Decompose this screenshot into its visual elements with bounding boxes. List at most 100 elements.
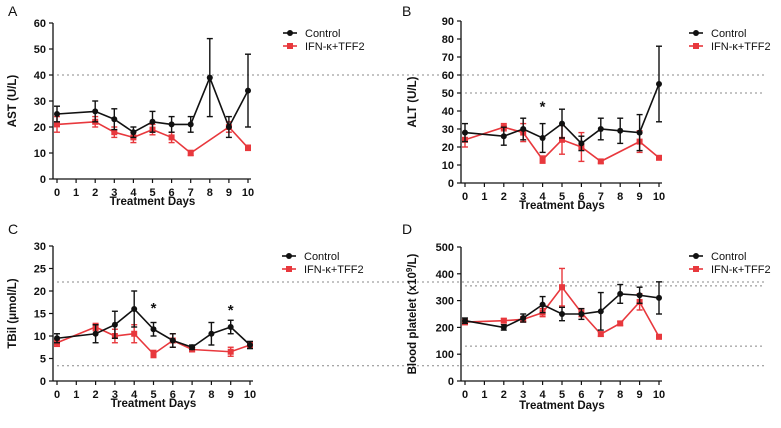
data-point [656,154,662,161]
y-tick-label: 40 [34,70,46,82]
data-point [636,292,643,299]
x-tick-label: 2 [93,389,99,401]
series-line-control [464,83,660,145]
x-tick-label: 10 [653,389,665,401]
x-tick-label: 4 [130,187,137,199]
data-point [187,150,194,156]
x-tick-label: 9 [637,389,643,401]
data-point [520,126,527,132]
x-tick-label: 10 [242,187,254,199]
y-tick-label: 20 [34,286,46,298]
y-tick-label: 300 [436,296,454,308]
panel-letter: D [402,221,412,237]
data-point [92,108,99,115]
data-point [206,74,213,81]
y-tick-label: 0 [40,376,46,388]
x-tick-label: 7 [598,191,604,203]
data-point [462,317,468,324]
series-treated [462,267,662,340]
panel-letter: B [402,3,411,19]
y-tick-label: 10 [442,160,454,172]
x-axis-title: Treatment Days [111,398,197,410]
panel-letter: A [8,3,18,19]
data-point [131,330,138,337]
x-tick-label: 3 [112,389,118,401]
x-tick-label: 5 [149,187,155,199]
data-point [187,121,194,128]
x-tick-label: 7 [188,187,194,199]
y-tick-label: 400 [436,269,454,281]
data-point [54,121,60,128]
data-point [617,320,624,327]
x-tick-label: 0 [462,389,468,401]
series-line-treated [464,285,660,338]
y-tick-label: 20 [442,142,454,154]
x-tick-label: 3 [111,187,117,199]
data-point [150,326,157,333]
data-point [559,284,565,291]
x-tick-label: 8 [617,389,623,401]
data-point [636,129,643,136]
x-tick-label: 3 [520,191,526,203]
data-point [225,124,232,130]
x-tick-label: 5 [559,191,565,203]
data-point [597,331,604,338]
x-tick-label: 8 [208,389,214,401]
y-tick-label: 15 [34,309,46,321]
data-point [500,324,507,331]
data-point [150,351,157,357]
y-tick-label: 70 [442,52,454,64]
y-axis-title-end: /L) [407,253,419,267]
legend-label-treated: IFN-κ+TFF2 [711,41,771,53]
x-tick-label: 1 [481,191,487,203]
y-tick-label: 60 [34,18,46,30]
y-tick-label: 90 [442,16,454,28]
series-control [54,290,253,351]
x-tick-label: 5 [150,389,156,401]
legend-marker-control [693,30,699,36]
y-axis-title-main: Blood platelet (x10 [407,272,419,374]
x-tick-label: 8 [207,187,213,199]
series-line-control [56,307,251,349]
data-point [559,120,565,127]
x-tick-label: 1 [73,389,79,401]
y-axis-title: AST (U/L) [7,75,19,128]
x-tick-label: 9 [226,187,232,199]
data-point [168,134,175,141]
data-point [111,321,118,328]
significance-star: * [151,300,157,317]
y-axis-title: TBil (μmol/L) [7,278,19,348]
series-line-control [56,75,249,134]
x-tick-label: 2 [92,187,98,199]
legend-label-control: Control [304,251,339,263]
data-point [656,294,662,301]
data-point [54,111,60,117]
x-tick-label: 1 [73,187,79,199]
y-tick-label: 30 [34,96,46,108]
legend-marker-control [287,30,293,36]
y-tick-label: 10 [34,331,46,343]
data-point [597,308,604,315]
x-tick-label: 1 [481,389,487,401]
data-point [578,140,585,147]
data-point [578,311,585,317]
legend-label-control: Control [711,28,746,40]
series-line-control [464,293,660,329]
legend-label-control: Control [711,251,746,263]
legend-marker-control [286,253,292,259]
y-tick-label: 40 [442,106,454,118]
x-tick-label: 0 [54,187,60,199]
x-axis-title: Treatment Days [110,196,196,208]
legend-label-treated: IFN-κ+TFF2 [305,41,365,53]
data-point [597,158,604,165]
data-point [130,129,137,136]
data-point [539,301,546,308]
legend-label-control: Control [305,28,340,40]
x-tick-label: 4 [131,389,138,401]
data-point [208,330,215,337]
x-tick-label: 4 [540,389,547,401]
x-tick-label: 10 [244,389,256,401]
data-point [559,311,565,317]
